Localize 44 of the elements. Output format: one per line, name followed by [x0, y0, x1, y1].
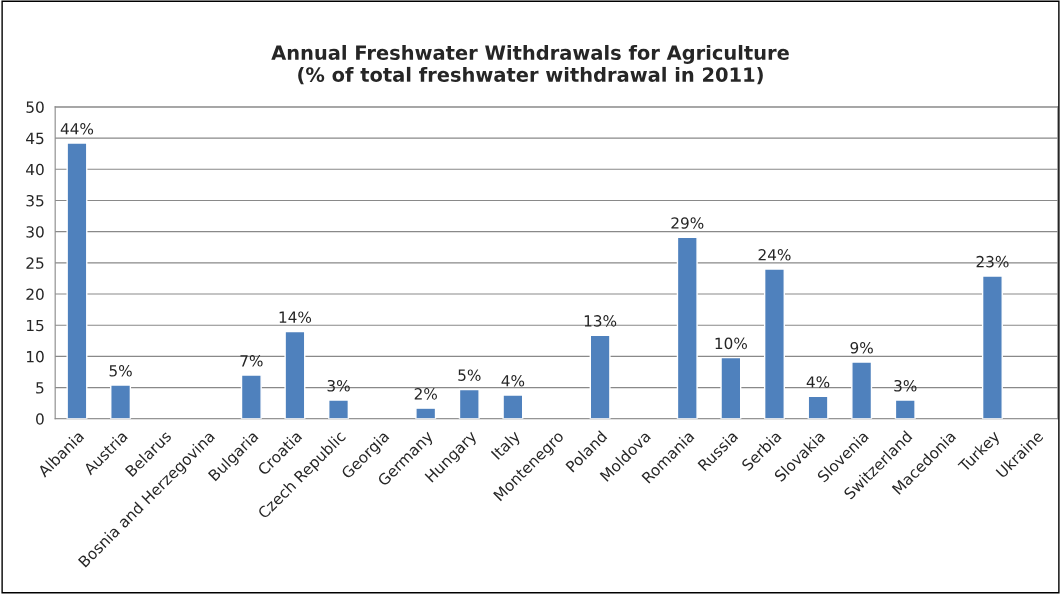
bar: [676, 236, 698, 419]
bar: [589, 334, 611, 419]
y-tick-label: 10: [26, 350, 44, 363]
chart-title: Annual Freshwater Withdrawals for Agriculture (% of total freshwater withdrawal in 2011): [271, 44, 789, 85]
bar: [458, 388, 480, 419]
y-tick-label: 40: [26, 163, 44, 176]
bar: [502, 394, 524, 419]
y-tick-label: 25: [26, 257, 44, 269]
y-tick-label: 15: [26, 319, 44, 332]
y-tick-label: 5: [36, 382, 44, 394]
data-label: 29%: [671, 217, 704, 229]
y-tick-label: 30: [26, 226, 44, 238]
bar: [807, 395, 829, 419]
y-tick-label: 20: [26, 288, 44, 301]
data-label: 44%: [60, 123, 94, 135]
data-label: 9%: [850, 341, 873, 354]
data-label: 14%: [279, 311, 312, 323]
data-label: 13%: [584, 315, 617, 327]
y-tick-label: 35: [26, 194, 44, 207]
data-label: 23%: [976, 255, 1009, 268]
data-label: 24%: [758, 249, 791, 261]
bar: [720, 356, 742, 419]
bar: [981, 275, 1003, 419]
data-label: 4%: [501, 375, 525, 387]
bar: [851, 361, 873, 419]
data-label: 10%: [715, 337, 747, 350]
bar: [66, 142, 88, 419]
data-label: 4%: [806, 376, 830, 388]
y-tick-label: 45: [26, 132, 44, 145]
data-label: 5%: [458, 369, 481, 381]
bar: [328, 399, 350, 419]
data-label: 7%: [240, 355, 263, 367]
bar: [110, 384, 132, 419]
y-tick-label: 0: [36, 413, 44, 425]
bar: [284, 330, 306, 419]
bar: [763, 268, 785, 419]
data-label: 5%: [109, 365, 132, 377]
bar: [894, 399, 916, 419]
data-label: 2%: [414, 388, 437, 400]
data-label: 3%: [894, 379, 917, 392]
bar: [240, 374, 262, 419]
data-label: 3%: [327, 379, 350, 392]
y-tick-label: 50: [26, 101, 44, 113]
bar: [415, 407, 437, 419]
